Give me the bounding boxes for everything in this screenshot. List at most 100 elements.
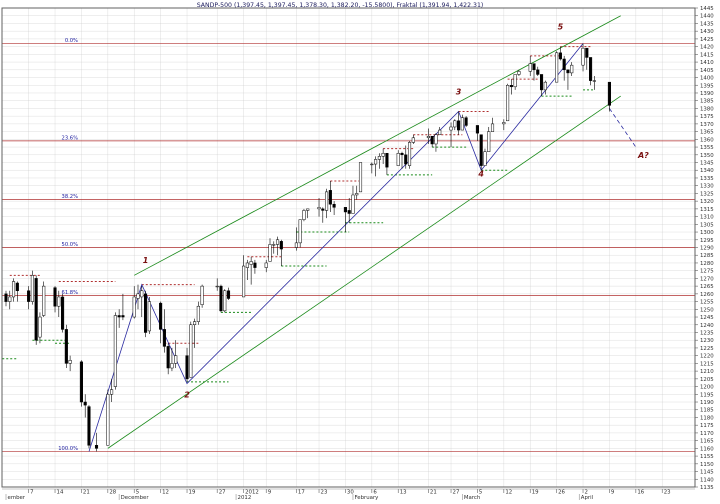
candle-body: [513, 74, 517, 88]
price-axis: 1135114011451150115511601165117011751180…: [695, 6, 714, 491]
candle: [57, 290, 61, 318]
candle-body: [121, 315, 125, 318]
y-tick-label: 1415: [700, 52, 714, 58]
candle-body: [434, 134, 438, 145]
fib-level-label: 50.0%: [62, 242, 79, 248]
candle-body: [566, 69, 570, 74]
y-tick-label: 1220: [700, 354, 714, 360]
candle-body: [113, 315, 117, 387]
candle: [34, 275, 38, 345]
candle: [189, 321, 193, 378]
candle: [162, 309, 166, 353]
y-tick-label: 1165: [700, 439, 714, 445]
candle-body: [83, 401, 87, 406]
candle-body: [487, 131, 491, 152]
candle-body: [592, 80, 596, 82]
candle-body: [332, 203, 336, 208]
x-tick-label: 5: [479, 490, 482, 496]
candle: [27, 286, 31, 310]
candle-body: [532, 63, 536, 71]
candle: [457, 111, 461, 135]
x-tick-label: 2: [585, 490, 588, 496]
y-tick-label: 1320: [700, 199, 714, 205]
candle: [106, 389, 110, 446]
candle-body: [57, 296, 61, 307]
candle: [532, 63, 536, 81]
fib-level-label: 61.8%: [62, 290, 79, 296]
candle: [539, 74, 544, 97]
candle-body: [61, 296, 65, 330]
candle: [332, 201, 336, 216]
candle: [536, 66, 540, 76]
candle-body: [404, 154, 408, 165]
candle-body: [223, 290, 227, 312]
candle-body: [449, 126, 453, 131]
candle-body: [30, 275, 34, 302]
candle-body: [343, 207, 347, 213]
x-tick-label: 30: [347, 490, 354, 496]
y-tick-label: 1325: [700, 191, 714, 197]
candle: [358, 162, 363, 193]
candle-body: [355, 193, 359, 196]
y-tick-label: 1210: [700, 369, 714, 375]
candle-body: [268, 244, 272, 262]
candle-body: [159, 302, 163, 330]
candle-body: [407, 142, 412, 166]
candle-body: [38, 316, 42, 338]
candle: [509, 79, 513, 95]
candle-body: [189, 324, 193, 378]
candle: [219, 284, 223, 313]
candle-body: [411, 137, 415, 143]
x-tick-label: 6: [373, 490, 377, 496]
month-label: December: [121, 495, 150, 500]
x-tick-label: 27: [219, 490, 226, 496]
y-tick-label: 1150: [700, 462, 714, 468]
candle-body: [106, 394, 110, 446]
fib-level-label: 38.2%: [62, 194, 79, 200]
candle: [449, 122, 453, 148]
candle: [407, 140, 412, 169]
x-tick-label: 23: [321, 490, 328, 496]
y-tick-label: 1410: [700, 60, 714, 66]
y-tick-label: 1315: [700, 207, 714, 213]
candle: [4, 290, 8, 307]
chart-title: SANDP-500 (1,397.45, 1,397.45, 1,378.30,…: [197, 2, 484, 9]
candle: [381, 148, 385, 165]
candle-body: [200, 285, 204, 305]
candle: [215, 278, 219, 291]
x-tick-label: 19: [532, 490, 539, 496]
y-tick-label: 1185: [700, 408, 714, 414]
wave-label: 4: [477, 169, 484, 178]
y-tick-label: 1350: [700, 153, 714, 159]
candle-body: [585, 47, 589, 58]
candle: [355, 185, 359, 200]
candle: [317, 198, 321, 217]
candle-body: [490, 123, 495, 132]
y-tick-label: 1355: [700, 145, 714, 151]
trend-channel-layer: [107, 15, 621, 449]
candle: [136, 284, 140, 310]
y-tick-label: 1200: [700, 385, 714, 391]
candle: [170, 347, 174, 372]
candle-body: [562, 58, 566, 71]
y-tick-label: 1310: [700, 215, 714, 221]
candle: [377, 153, 381, 169]
candle-body: [370, 163, 374, 166]
candle-body: [8, 296, 12, 302]
x-tick-label: 2012: [245, 490, 259, 496]
candle: [61, 293, 65, 333]
wave-label: 3: [456, 88, 462, 97]
candle: [528, 55, 532, 76]
x-tick-label: 26: [558, 490, 565, 496]
candle: [193, 318, 197, 348]
candle: [117, 309, 121, 328]
candle: [64, 324, 68, 369]
fib-level-label: 0.0%: [65, 38, 78, 44]
candle-body: [196, 305, 200, 322]
candle: [298, 219, 302, 248]
y-tick-label: 1140: [700, 477, 714, 483]
candle: [343, 207, 347, 233]
candle: [562, 55, 566, 81]
candle: [174, 340, 178, 369]
